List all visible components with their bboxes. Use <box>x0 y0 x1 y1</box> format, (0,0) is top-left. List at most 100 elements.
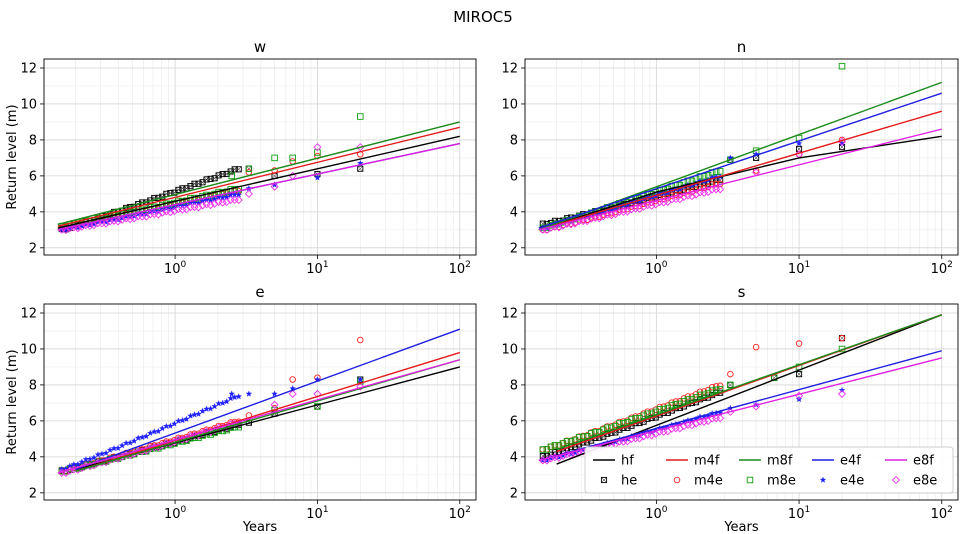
point-e8e <box>607 211 616 220</box>
point-m8e <box>656 406 663 413</box>
point-e4e <box>271 390 278 397</box>
legend-label-e8e: e8e <box>913 474 937 489</box>
x-tick-base: 10 <box>306 507 323 522</box>
legend-label-hf: hf <box>621 454 634 469</box>
y-tick-label: 2 <box>29 241 37 256</box>
point-he <box>584 439 591 446</box>
point-e8e <box>716 414 725 423</box>
point-e8e <box>619 437 628 446</box>
point-e8e <box>356 143 365 152</box>
legend-label-e8f: e8f <box>913 454 934 469</box>
x-tick-label: 101 <box>788 260 810 277</box>
point-e8e <box>635 434 644 443</box>
point-e8e <box>627 205 636 214</box>
point-e8e <box>178 205 187 214</box>
point-e8e <box>101 219 111 228</box>
point-e8e <box>118 215 127 224</box>
point-e4e <box>90 454 98 461</box>
x-tick-label: 100 <box>645 260 668 277</box>
y-tick-label: 8 <box>510 133 518 148</box>
point-e8e <box>647 431 656 440</box>
point-e8e <box>639 202 648 211</box>
x-tick-label: 102 <box>449 260 471 277</box>
minor-grid <box>44 304 476 500</box>
point-m8e <box>604 424 611 431</box>
point-m4e <box>696 184 704 191</box>
point-e8e <box>691 190 701 199</box>
point-e8e <box>659 427 668 436</box>
y-tick-label: 10 <box>20 342 37 357</box>
y-tick-label: 10 <box>501 97 518 112</box>
plot-frame <box>43 303 477 501</box>
x-tick-base: 10 <box>449 262 466 277</box>
point-m8e <box>727 381 734 389</box>
x-tick-label: 100 <box>645 505 668 522</box>
point-he <box>357 165 364 172</box>
point-e8e <box>313 143 322 152</box>
x-tick-label: 101 <box>306 505 328 522</box>
point-e4e <box>171 420 178 427</box>
point-he <box>179 185 186 192</box>
point-m8e <box>539 446 547 453</box>
point-m8e <box>684 396 692 403</box>
point-e4e <box>134 434 142 441</box>
point-m8e <box>314 149 321 156</box>
subplot-title: n <box>737 38 747 56</box>
x-tick-base: 10 <box>788 507 805 522</box>
point-m8e <box>591 428 599 436</box>
point-he <box>151 194 158 202</box>
y-tick-label: 4 <box>510 205 518 220</box>
point-e4e <box>114 444 122 451</box>
line-hf <box>57 135 460 229</box>
point-he-cross <box>235 166 242 173</box>
y-tick-label: 2 <box>510 486 518 501</box>
point-e8e <box>194 203 203 212</box>
point-m8e <box>712 386 720 394</box>
y-tick-label: 10 <box>20 97 37 112</box>
figure-title: MIROC5 <box>453 8 513 26</box>
x-tick-base: 10 <box>449 507 466 522</box>
y-tick-label: 6 <box>510 169 518 184</box>
legend-label-he: he <box>621 474 637 489</box>
point-m4e <box>245 169 253 176</box>
y-axis-label: Return level (m) <box>5 349 20 454</box>
line-e8f <box>538 128 942 231</box>
legend-marker-e8e <box>891 475 901 485</box>
point-he <box>796 371 803 378</box>
point-e8e <box>146 210 155 219</box>
legend-marker-he-cross <box>601 477 607 483</box>
plot-frame <box>524 303 959 501</box>
point-he <box>191 180 198 187</box>
line-m4f <box>57 126 460 227</box>
point-m4e <box>727 370 734 378</box>
point-e4e <box>215 400 222 407</box>
line-m8f <box>556 314 942 451</box>
point-e4e <box>159 425 166 432</box>
point-e4e <box>191 199 198 206</box>
point-e8e <box>700 417 709 426</box>
point-he <box>203 176 210 183</box>
x-tick-label: 101 <box>306 260 328 277</box>
y-tick-label: 4 <box>29 205 37 220</box>
point-he-cross <box>796 371 802 377</box>
point-e4e <box>147 429 154 436</box>
point-m8e <box>579 433 587 441</box>
minor-grid <box>525 59 958 255</box>
point-e8e <box>708 185 717 194</box>
legend-label-m4e: m4e <box>694 474 723 489</box>
point-he <box>231 166 238 173</box>
point-e8e <box>687 192 697 201</box>
point-m8e <box>271 154 278 162</box>
x-tick-exponent: 0 <box>180 505 186 515</box>
line-m4f <box>75 351 460 472</box>
legend: hf m4f m8f e4f e8f he m4e m8e e4e e8e <box>584 446 954 494</box>
point-he <box>207 175 214 182</box>
point-e8e <box>647 201 656 210</box>
y-tick-label: 4 <box>510 450 518 465</box>
plot-frame <box>524 58 959 256</box>
point-e8e <box>218 198 227 207</box>
point-e8e <box>89 221 98 230</box>
point-m4e <box>752 343 760 351</box>
x-tick-base: 10 <box>164 262 181 277</box>
